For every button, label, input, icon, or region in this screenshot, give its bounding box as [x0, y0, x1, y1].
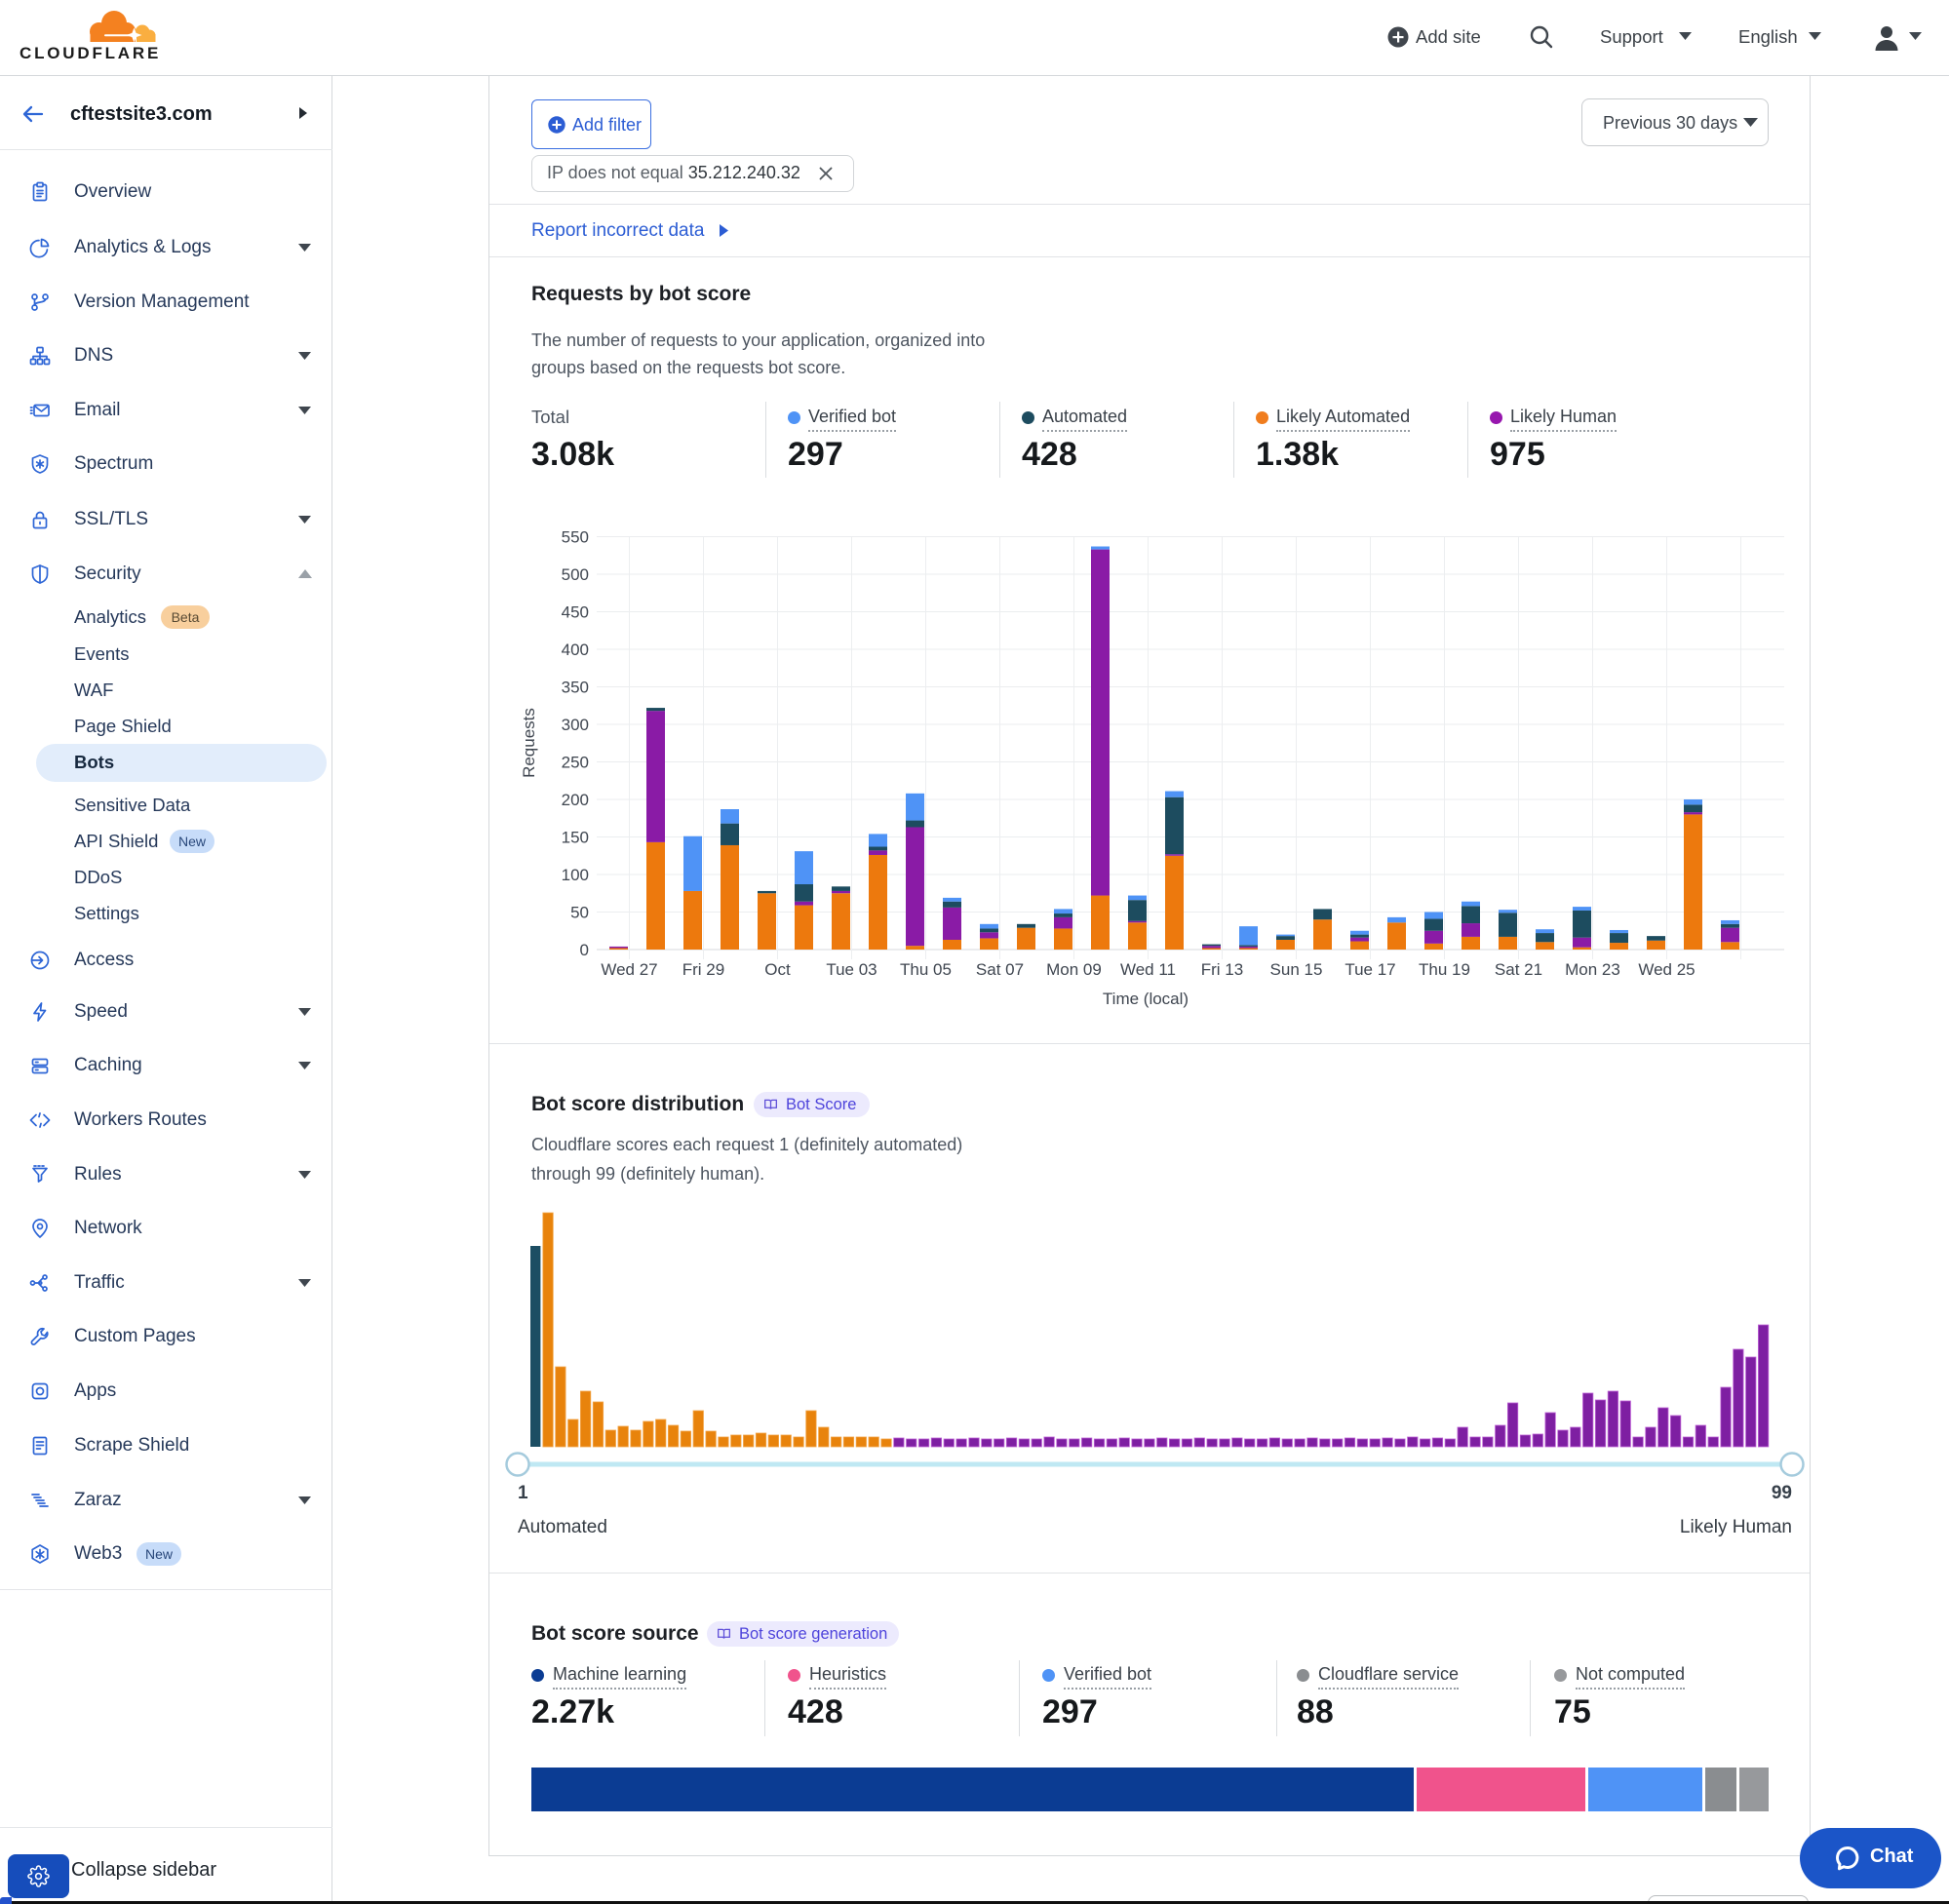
svg-text:450: 450 [562, 603, 589, 622]
svg-text:Sun 15: Sun 15 [1270, 960, 1323, 979]
svg-text:400: 400 [562, 641, 589, 659]
svg-text:99: 99 [1772, 1483, 1792, 1503]
svg-text:0: 0 [580, 941, 589, 959]
svg-text:Sat 07: Sat 07 [976, 960, 1024, 979]
svg-text:Thu 19: Thu 19 [1419, 960, 1470, 979]
svg-text:250: 250 [562, 754, 589, 772]
svg-text:Sat 21: Sat 21 [1495, 960, 1542, 979]
svg-text:100: 100 [562, 866, 589, 884]
svg-text:Wed 27: Wed 27 [601, 960, 657, 979]
svg-text:350: 350 [562, 679, 589, 697]
svg-text:Requests: Requests [520, 708, 538, 778]
svg-text:Oct: Oct [764, 960, 791, 979]
svg-text:Fri 29: Fri 29 [682, 960, 724, 979]
svg-text:Tue 17: Tue 17 [1345, 960, 1395, 979]
svg-text:Fri 13: Fri 13 [1201, 960, 1243, 979]
svg-text:Mon 23: Mon 23 [1565, 960, 1620, 979]
svg-text:Wed 25: Wed 25 [1638, 960, 1695, 979]
svg-text:Automated: Automated [518, 1517, 607, 1537]
svg-text:Likely Human: Likely Human [1680, 1517, 1792, 1537]
svg-text:150: 150 [562, 829, 589, 847]
svg-text:500: 500 [562, 565, 589, 584]
svg-text:1: 1 [518, 1483, 528, 1503]
svg-text:50: 50 [570, 904, 589, 922]
svg-text:Wed 11: Wed 11 [1120, 960, 1176, 979]
svg-text:Time (local): Time (local) [1103, 990, 1189, 1008]
svg-text:300: 300 [562, 716, 589, 734]
svg-text:200: 200 [562, 791, 589, 809]
svg-text:550: 550 [562, 528, 589, 547]
svg-text:Thu 05: Thu 05 [900, 960, 952, 979]
svg-text:Mon 09: Mon 09 [1046, 960, 1102, 979]
svg-text:Tue 03: Tue 03 [826, 960, 877, 979]
